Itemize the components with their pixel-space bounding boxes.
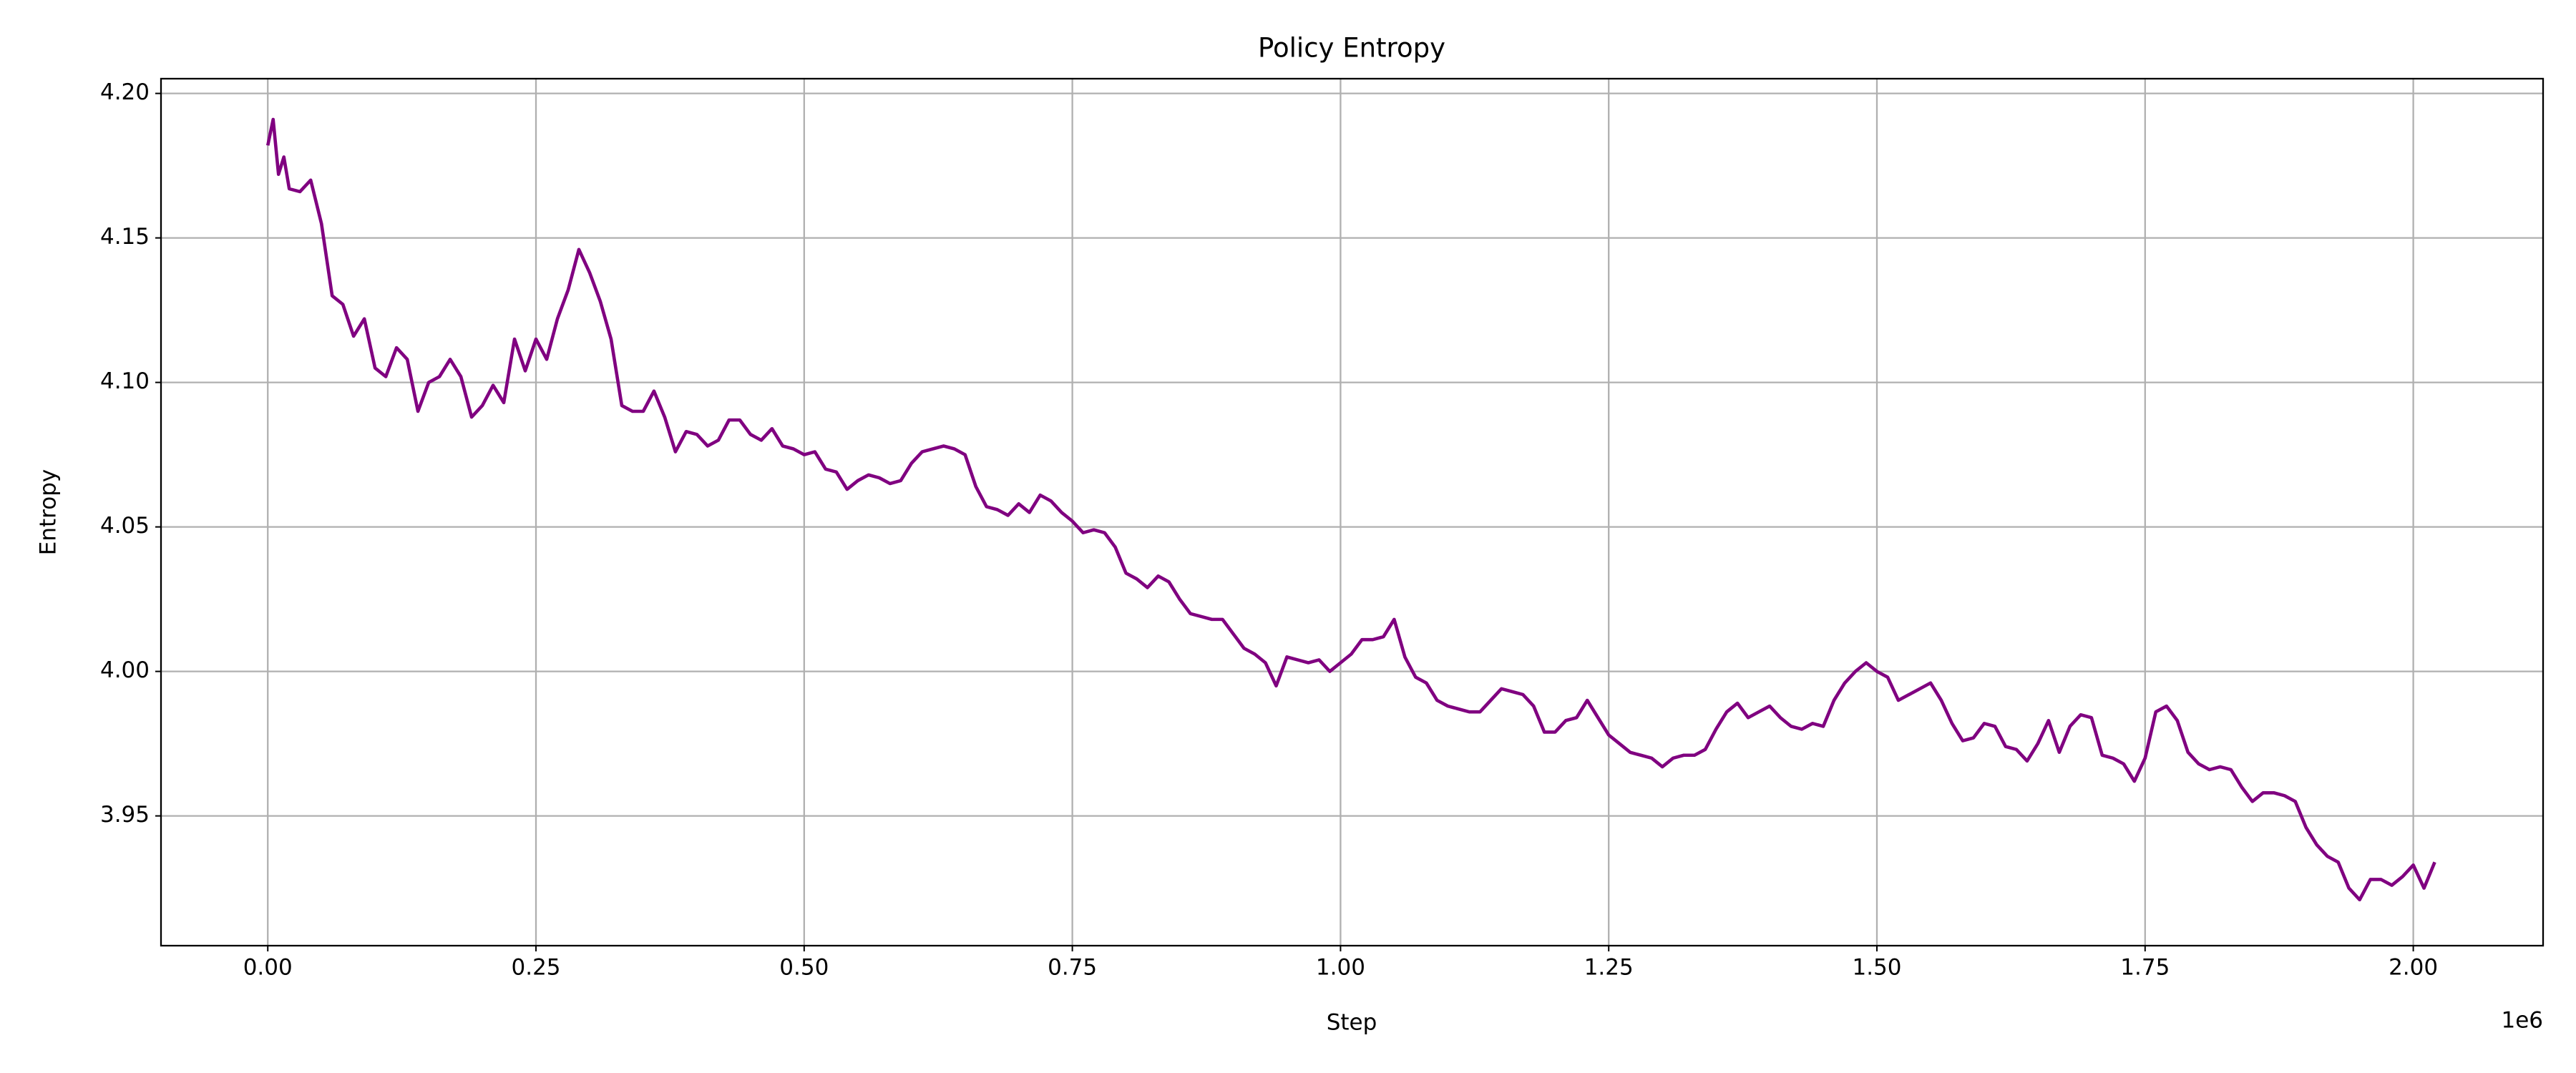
x-tick-label: 1.50: [1852, 955, 1901, 981]
x-tick-label: 1.00: [1316, 955, 1365, 981]
x-tick-label: 2.00: [2389, 955, 2438, 981]
x-axis-label: Step: [1327, 1010, 1377, 1036]
x-tick-label: 0.00: [243, 955, 293, 981]
y-axis-label: Entropy: [36, 469, 62, 555]
y-tick-label: 4.10: [100, 368, 150, 394]
chart-title: Policy Entropy: [1258, 33, 1445, 64]
y-tick-label: 4.15: [100, 224, 150, 250]
x-tick-label: 0.75: [1048, 955, 1097, 981]
x-tick-label: 1.25: [1584, 955, 1634, 981]
y-tick-label: 4.20: [100, 79, 150, 105]
y-tick-label: 4.05: [100, 513, 150, 539]
y-tick-label: 3.95: [100, 802, 150, 828]
x-tick-label: 0.25: [512, 955, 561, 981]
x-offset-label: 1e6: [2501, 1008, 2543, 1034]
data-line: [265, 117, 2436, 902]
plot-frame: [160, 77, 2545, 947]
x-tick-label: 0.50: [779, 955, 829, 981]
y-tick-label: 4.00: [100, 657, 150, 683]
x-tick-label: 1.75: [2120, 955, 2170, 981]
